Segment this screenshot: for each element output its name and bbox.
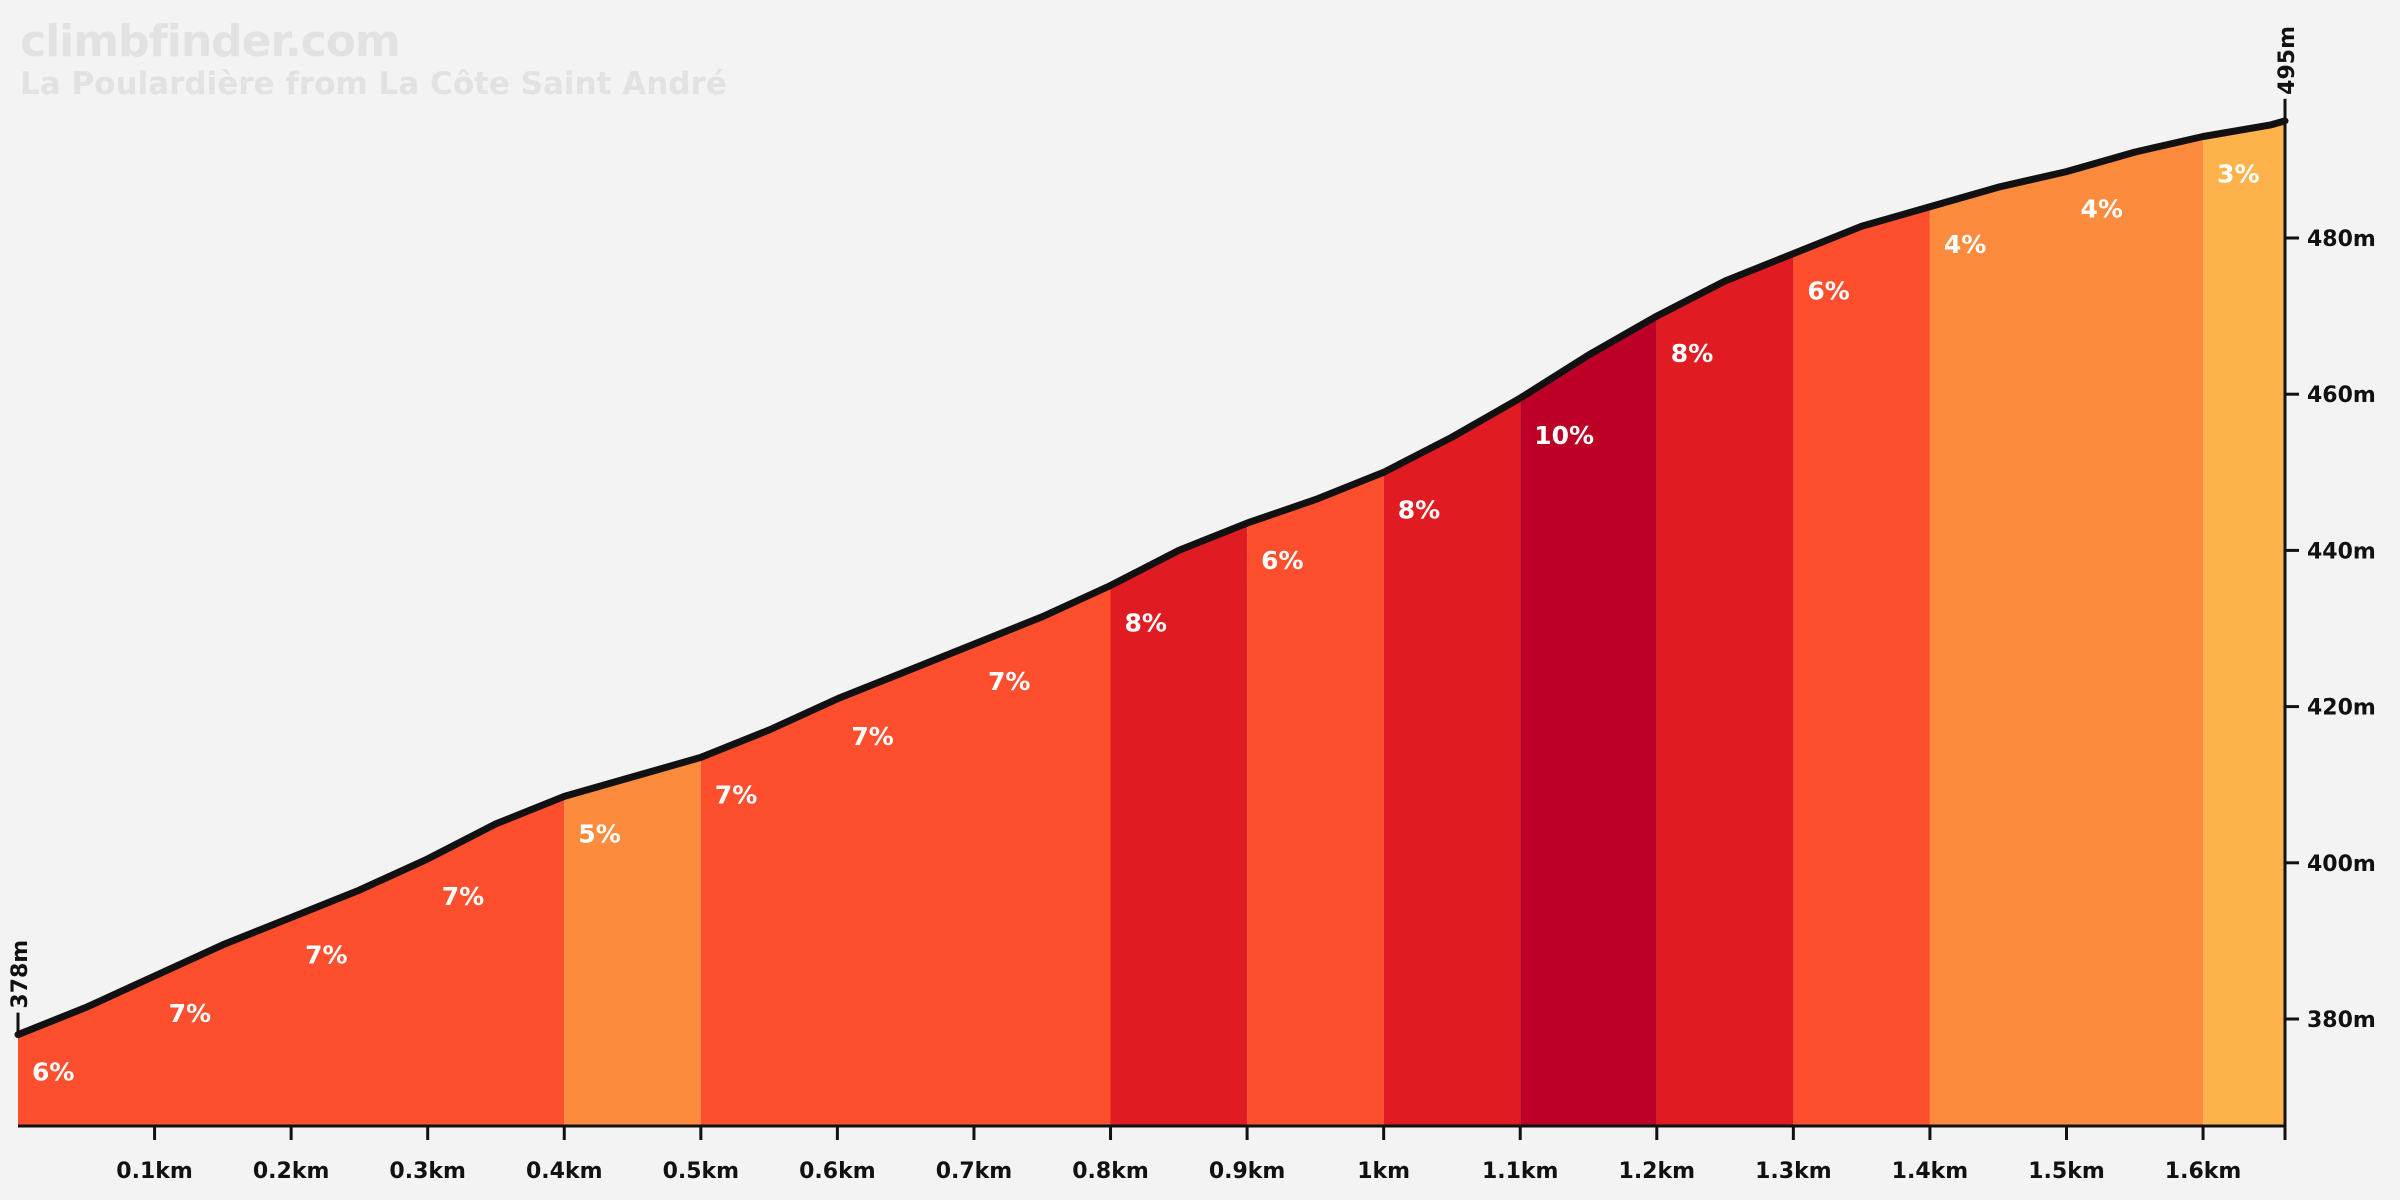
- grade-segment-11: [2203, 120, 2285, 1126]
- site-watermark: climbfinder.com: [20, 16, 401, 67]
- grade-label-10: 6%: [1261, 546, 1303, 575]
- grade-segment-9: [1793, 206, 1930, 1127]
- grade-label-2: 7%: [169, 999, 211, 1028]
- grade-label-11: 8%: [1398, 495, 1440, 524]
- grade-label-9: 8%: [1125, 609, 1167, 638]
- grade-label-16: 4%: [2081, 195, 2123, 224]
- x-tick-label-13: 1.3km: [1755, 1159, 1832, 1184]
- y-tick-label-5: 460m: [2307, 383, 2376, 408]
- grade-label-17: 3%: [2217, 160, 2259, 189]
- x-tick-label-8: 0.8km: [1072, 1159, 1149, 1184]
- x-tick-label-9: 0.9km: [1209, 1159, 1286, 1184]
- grade-segment-5: [1247, 472, 1384, 1126]
- grade-label-8: 7%: [988, 667, 1030, 696]
- grade-label-12: 10%: [1534, 421, 1594, 450]
- y-tick-label-3: 420m: [2307, 696, 2376, 721]
- grade-segment-8: [1656, 253, 1794, 1127]
- y-tick-label-6: 480m: [2307, 227, 2376, 252]
- start-elevation-label: 378m: [8, 940, 33, 1009]
- y-tick-label-1: 380m: [2307, 1008, 2376, 1033]
- x-axis: 0.1km 0.2km 0.3km 0.4km 0.5km 0.6km 0.7km 0.8km…: [18, 1124, 2287, 1184]
- y-tick-label-4: 440m: [2307, 539, 2376, 564]
- x-tick-label-2: 0.2km: [253, 1159, 330, 1184]
- x-tick-label-11: 1.1km: [1482, 1159, 1559, 1184]
- grade-segment-10: [1929, 136, 2204, 1126]
- grade-segment-1: [18, 796, 565, 1126]
- elevation-endpoint-labels: 378m 495m: [8, 26, 2300, 1035]
- grade-segment-2: [564, 757, 701, 1126]
- grade-label-5: 5%: [578, 819, 620, 848]
- x-tick-label-4: 0.4km: [526, 1159, 603, 1184]
- x-tick-label-14: 1.4km: [1892, 1159, 1969, 1184]
- y-axis: 380m 400m 420m 440m 460m 480m: [2283, 120, 2376, 1126]
- x-tick-label-16: 1.6km: [2165, 1159, 2242, 1184]
- grade-label-13: 8%: [1671, 339, 1713, 368]
- grade-label-1: 6%: [32, 1058, 74, 1087]
- grade-labels: 6% 7% 7% 7% 5% 7% 7% 7% 8% 6% 8% 10% 8% 6% 4% 4% 3%: [32, 160, 2260, 1087]
- grade-label-15: 4%: [1944, 230, 1986, 259]
- grade-label-14: 6%: [1807, 277, 1849, 306]
- elevation-profile-line: [14, 117, 2289, 1039]
- grade-segment-7: [1520, 316, 1657, 1127]
- climb-title: La Poulardière from La Côte Saint André: [20, 66, 727, 102]
- grade-segment-3: [700, 585, 1111, 1126]
- grade-segments: [18, 120, 2285, 1127]
- x-tick-label-15: 1.5km: [2028, 1159, 2105, 1184]
- x-tick-label-6: 0.6km: [799, 1159, 876, 1184]
- x-tick-label-3: 0.3km: [389, 1159, 466, 1184]
- grade-label-3: 7%: [305, 941, 347, 970]
- grade-label-6: 7%: [715, 780, 757, 809]
- profile-line-layer: [14, 117, 2289, 1039]
- grade-segment-6: [1383, 398, 1521, 1127]
- grade-label-4: 7%: [442, 882, 484, 911]
- x-tick-label-10: 1km: [1357, 1159, 1410, 1184]
- y-tick-label-2: 400m: [2307, 852, 2376, 877]
- end-elevation-label: 495m: [2275, 26, 2300, 95]
- x-tick-label-1: 0.1km: [116, 1159, 193, 1184]
- grade-segment-4: [1110, 523, 1248, 1126]
- grade-label-7: 7%: [851, 722, 893, 751]
- x-tick-label-7: 0.7km: [936, 1159, 1013, 1184]
- x-tick-label-12: 1.2km: [1619, 1159, 1696, 1184]
- x-tick-label-5: 0.5km: [663, 1159, 740, 1184]
